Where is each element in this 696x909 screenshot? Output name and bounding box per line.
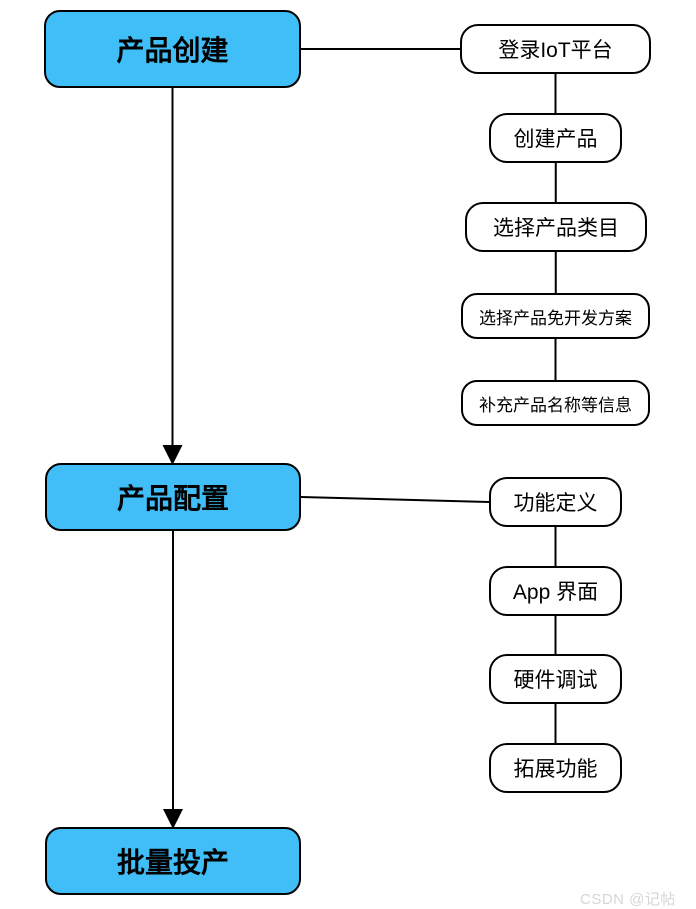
watermark: CSDN @记帖 xyxy=(580,888,676,909)
stage-config: 产品配置 xyxy=(45,463,301,531)
step-info: 补充产品名称等信息 xyxy=(461,380,650,426)
step-app: App 界面 xyxy=(489,566,622,616)
step-ext: 拓展功能 xyxy=(489,743,622,793)
step-login: 登录IoT平台 xyxy=(460,24,651,74)
step-func: 功能定义 xyxy=(489,477,622,527)
step-nodev: 选择产品免开发方案 xyxy=(461,293,650,339)
step-hw: 硬件调试 xyxy=(489,654,622,704)
step-category: 选择产品类目 xyxy=(465,202,647,252)
step-createprod: 创建产品 xyxy=(489,113,622,163)
stage-create: 产品创建 xyxy=(44,10,301,88)
stage-mass: 批量投产 xyxy=(45,827,301,895)
